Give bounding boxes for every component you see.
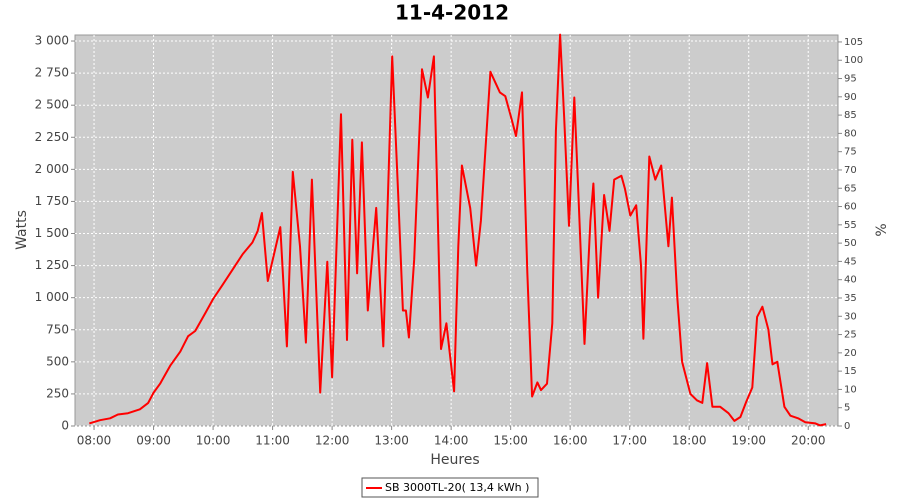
- y2-tick-label: 40: [844, 275, 857, 286]
- plot-area: [74, 34, 839, 427]
- x-tick-label: 15:00: [493, 434, 528, 448]
- y-tick-label: 2 250: [35, 130, 69, 144]
- y2-tick-label: 20: [844, 348, 857, 359]
- y-tick-label: 1 750: [35, 194, 69, 208]
- y2-tick-label: 5: [844, 403, 850, 414]
- x-tick-label: 16:00: [553, 434, 588, 448]
- x-tick-label: 09:00: [136, 434, 171, 448]
- y2-tick-label: 15: [844, 366, 857, 377]
- y-tick-label: 500: [46, 354, 69, 368]
- y-tick-label: 750: [46, 322, 69, 336]
- chart-title: 11-4-2012: [395, 1, 509, 25]
- y2-tick-label: 0: [844, 421, 850, 432]
- y-tick-label: 2 000: [35, 162, 69, 176]
- y2-tick-label: 55: [844, 220, 857, 231]
- y2-tick-label: 105: [844, 37, 863, 48]
- y-tick-label: 1 250: [35, 258, 69, 272]
- y-tick-label: 3 000: [35, 34, 69, 48]
- y2-tick-label: 35: [844, 293, 857, 304]
- legend: [361, 477, 539, 498]
- y2-tick-label: 100: [844, 55, 863, 66]
- x-tick-label: 14:00: [434, 434, 469, 448]
- x-axis-label: Heures: [430, 452, 479, 468]
- y2-tick-label: 50: [844, 238, 857, 249]
- x-tick-label: 13:00: [374, 434, 409, 448]
- data-line: [89, 33, 827, 427]
- y2-axis-label: %: [874, 223, 890, 236]
- y2-tick-label: 80: [844, 128, 857, 139]
- y2-tick-label: 95: [844, 74, 857, 85]
- y-tick-label: 2 500: [35, 98, 69, 112]
- x-tick-label: 11:00: [255, 434, 290, 448]
- y-tick-label: 0: [61, 419, 69, 433]
- y-axis-label: Watts: [14, 210, 30, 250]
- y-tick-label: 2 750: [35, 66, 69, 80]
- x-tick-label: 10:00: [196, 434, 231, 448]
- x-tick-label: 17:00: [612, 434, 647, 448]
- y-tick-label: 1 500: [35, 226, 69, 240]
- y2-tick-label: 10: [844, 384, 857, 395]
- y2-tick-label: 75: [844, 147, 857, 158]
- x-tick-label: 20:00: [791, 434, 826, 448]
- x-tick-label: 12:00: [315, 434, 350, 448]
- x-tick-label: 18:00: [672, 434, 707, 448]
- y2-tick-label: 60: [844, 202, 857, 213]
- y-tick-label: 250: [46, 386, 69, 400]
- x-tick-label: 19:00: [731, 434, 766, 448]
- y2-tick-label: 45: [844, 256, 857, 267]
- y2-tick-label: 30: [844, 311, 857, 322]
- x-tick-label: 08:00: [77, 434, 112, 448]
- y2-tick-label: 85: [844, 110, 857, 121]
- y-tick-label: 1 000: [35, 290, 69, 304]
- y2-tick-label: 70: [844, 165, 857, 176]
- y2-tick-label: 90: [844, 92, 857, 103]
- y2-tick-label: 65: [844, 183, 857, 194]
- legend-label: SB 3000TL-20( 13,4 kWh ): [385, 481, 529, 494]
- y2-tick-label: 25: [844, 330, 857, 341]
